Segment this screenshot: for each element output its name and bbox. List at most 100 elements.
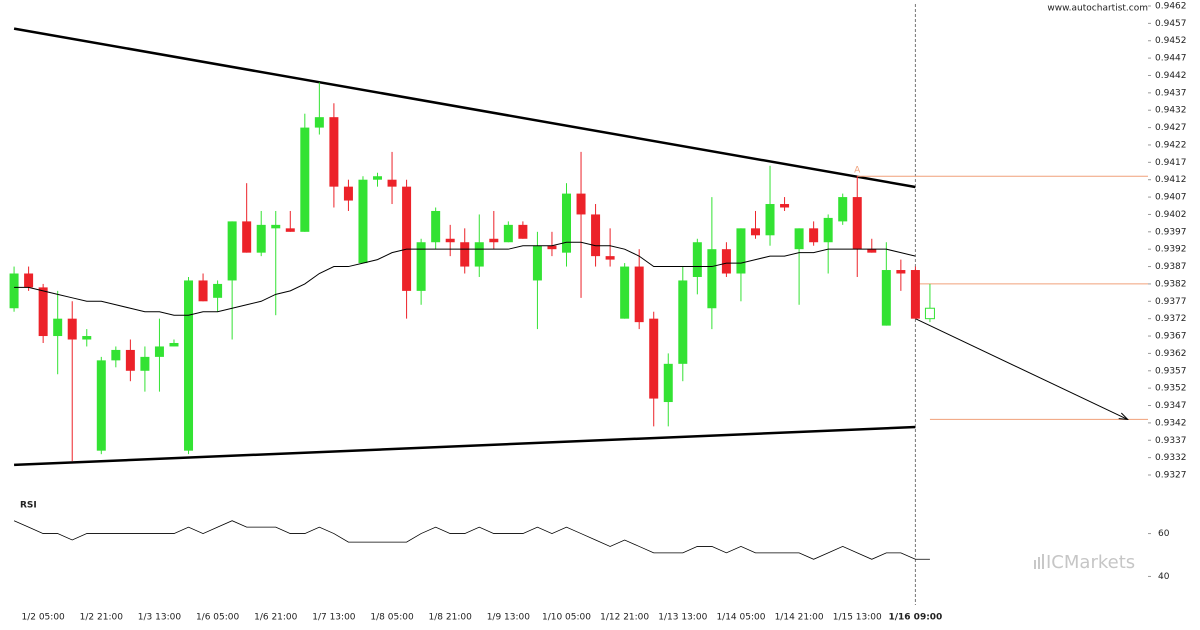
candle-body — [489, 238, 499, 243]
y-tick-label: 0.9352 — [1155, 384, 1187, 394]
candle-body — [838, 197, 848, 222]
candle-body — [38, 287, 48, 337]
y-tick-label: 0.9362 — [1155, 349, 1187, 359]
candle-body — [387, 179, 397, 187]
candle-body — [213, 283, 223, 298]
y-tick-label: 0.9417 — [1155, 158, 1187, 168]
y-tick-label: 0.9367 — [1155, 332, 1187, 342]
y-tick-label: 0.9432 — [1155, 106, 1187, 116]
y-tick-label: 0.9332 — [1155, 453, 1187, 463]
candle-body — [503, 224, 513, 243]
x-tick-label: 1/14 05:00 — [716, 613, 765, 623]
candle-body — [809, 228, 819, 243]
x-tick-label: 1/2 21:00 — [80, 613, 124, 623]
y-tick-label: 0.9447 — [1155, 54, 1187, 64]
candle-body — [184, 280, 194, 451]
x-tick-label: 1/14 21:00 — [775, 613, 824, 623]
candle-body — [96, 360, 106, 451]
y-tick-label: 0.9357 — [1155, 366, 1187, 376]
y-tick-label: 0.9437 — [1155, 88, 1187, 98]
level-label: A — [854, 166, 861, 176]
candle-body — [67, 318, 77, 340]
candle-body — [198, 280, 208, 302]
x-tick-label: 1/7 13:00 — [312, 613, 356, 623]
candle-body — [9, 273, 19, 309]
candle-body — [649, 318, 659, 399]
candle-body — [910, 270, 920, 319]
x-tick-label: 1/3 13:00 — [138, 613, 182, 623]
x-tick-label: 1/10 05:00 — [542, 613, 591, 623]
candle-body — [852, 197, 862, 250]
candle-body — [591, 214, 601, 257]
x-tick-label: 1/6 21:00 — [254, 613, 298, 623]
candle-body — [823, 217, 833, 243]
y-tick-label: 0.9457 — [1155, 19, 1187, 29]
candle-body — [750, 228, 760, 236]
candle-body — [140, 356, 150, 371]
x-tick-label: 1/12 21:00 — [600, 613, 649, 623]
candle-body — [227, 221, 237, 281]
rsi-tick-label: 40 — [1158, 572, 1170, 582]
x-tick-label: 1/8 21:00 — [429, 613, 473, 623]
candle-body — [794, 228, 804, 250]
y-tick-label: 0.9342 — [1155, 418, 1187, 428]
candle-body — [431, 210, 441, 243]
y-tick-label: 0.9337 — [1155, 436, 1187, 446]
candle-body — [256, 224, 266, 253]
y-tick-label: 0.9412 — [1155, 175, 1187, 185]
candle-body — [881, 270, 891, 326]
x-tick-label: 1/2 05:00 — [21, 613, 65, 623]
y-tick-label: 0.9402 — [1155, 210, 1187, 220]
candle-body — [373, 176, 383, 180]
candle-body — [125, 349, 135, 371]
candle-body — [924, 307, 935, 320]
candle-body — [358, 179, 368, 264]
candle-body — [736, 228, 746, 274]
forecast-arrow — [915, 318, 1128, 420]
y-tick-label: 0.9347 — [1155, 401, 1187, 411]
candle-body — [285, 228, 295, 232]
candle-body — [547, 245, 557, 250]
moving-average — [14, 241, 916, 316]
candle-body — [663, 363, 673, 403]
candle-body — [242, 221, 252, 253]
x-tick-label: 1/6 05:00 — [196, 613, 240, 623]
watermark-icon — [1034, 554, 1044, 569]
candle-body — [329, 117, 339, 187]
y-tick-label: 0.9327 — [1155, 471, 1187, 481]
candle-body — [82, 336, 92, 340]
x-tick-label: 1/9 13:00 — [487, 613, 531, 623]
candle-body — [402, 186, 412, 291]
watermark: ICMarkets — [1046, 552, 1135, 573]
y-tick-label: 0.9372 — [1155, 314, 1187, 324]
y-tick-label: 0.9377 — [1155, 297, 1187, 307]
y-tick-label: 0.9397 — [1155, 227, 1187, 237]
candle-body — [707, 249, 717, 309]
x-tick-label: 1/16 09:00 — [888, 613, 942, 623]
trend-line — [13, 27, 916, 189]
candle-body — [154, 346, 164, 357]
candle-body — [634, 266, 644, 323]
arrow-head — [1118, 412, 1129, 421]
candle-body — [867, 249, 877, 253]
trend-line — [14, 425, 916, 467]
candle-body — [271, 224, 281, 229]
x-tick-label: 1/13 13:00 — [658, 613, 707, 623]
x-tick-label: 1/8 05:00 — [370, 613, 414, 623]
candle-body — [620, 266, 630, 319]
source: www.autochartist.com — [1047, 4, 1148, 14]
candle-body — [24, 273, 34, 288]
y-tick-label: 0.9427 — [1155, 123, 1187, 133]
y-tick-label: 0.9407 — [1155, 193, 1187, 203]
y-tick-label: 0.9422 — [1155, 140, 1187, 150]
candle-body — [474, 242, 484, 267]
rsi-line — [13, 520, 930, 560]
y-tick-label: 0.9462 — [1155, 2, 1187, 12]
y-tick-label: 0.9392 — [1155, 245, 1187, 255]
candle-body — [605, 256, 615, 260]
candle-body — [300, 127, 310, 232]
candle-body — [445, 238, 455, 243]
candle-body — [561, 193, 571, 253]
candle-body — [53, 318, 63, 337]
